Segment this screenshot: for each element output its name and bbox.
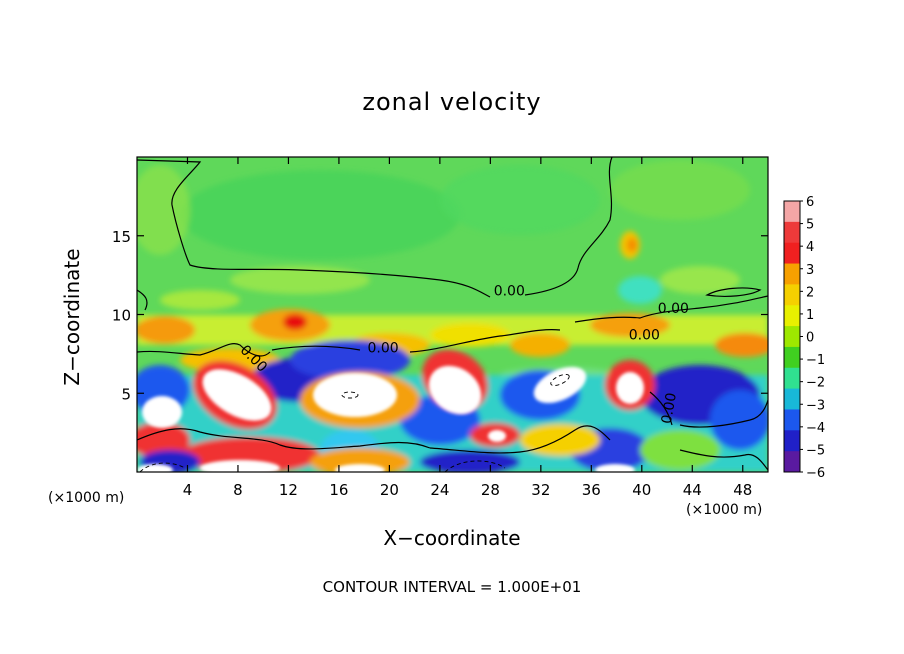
x-tick-label: 12 (279, 481, 298, 499)
heatmap-field: 0.000.000.000.000.000.00 (137, 157, 768, 472)
colorbar-swatch (784, 430, 800, 452)
colorbar-tick-label: 6 (806, 195, 814, 210)
x-tick-label: 48 (733, 481, 752, 499)
colorbar-tick-label: 5 (806, 218, 814, 233)
colorbar-swatch (784, 326, 800, 348)
x-tick-label: 24 (430, 481, 449, 499)
x-tick-label: 8 (233, 481, 243, 499)
x-tick-label: 28 (481, 481, 500, 499)
colorbar: 6 5 4 3 2 1 0 −1 −2 −3 −4 −5 −6 (783, 195, 825, 481)
y-tick-label: 15 (112, 228, 131, 246)
contour-label: 0.00 (368, 340, 399, 356)
x-tick-label: 4 (183, 481, 193, 499)
colorbar-tick-label: 3 (806, 263, 814, 278)
contour-interval-note: CONTOUR INTERVAL = 1.000E+01 (322, 578, 582, 596)
x-units-right: (×1000 m) (686, 502, 763, 518)
y-tick-label: 10 (112, 307, 131, 325)
colorbar-swatch (784, 284, 800, 306)
contour-label: 0.00 (659, 392, 680, 425)
colorbar-swatch (784, 367, 800, 390)
colorbar-tick-label: 2 (806, 285, 814, 300)
colorbar-tick-label: −4 (806, 421, 825, 436)
x-tick-label: 32 (531, 481, 550, 499)
x-units-left: (×1000 m) (48, 490, 125, 506)
colorbar-swatch (784, 263, 800, 285)
x-axis-ticks: 4 8 12 16 20 24 28 32 36 40 44 48 (183, 157, 752, 499)
y-tick-label: 5 (121, 385, 131, 403)
colorbar-tick-label: −2 (806, 376, 825, 391)
zero-contours (137, 157, 768, 471)
colorbar-tick-label: 1 (806, 308, 814, 323)
contour-label: 0.00 (494, 284, 525, 300)
chart-title: zonal velocity (362, 88, 542, 116)
colorbar-swatch (784, 221, 800, 244)
colorbar-swatch (784, 451, 800, 473)
colorbar-tick-label: −5 (806, 443, 825, 458)
x-tick-label: 36 (582, 481, 601, 499)
saturated-lobes (137, 365, 644, 472)
colorbar-swatch (784, 242, 800, 265)
y-axis-ticks: 5 10 15 (112, 228, 768, 403)
x-tick-label: 16 (329, 481, 348, 499)
colorbar-tick-label: −1 (806, 353, 825, 368)
colorbar-swatch (784, 201, 800, 223)
colorbar-tick-label: 4 (806, 240, 814, 255)
contour-label: 0.00 (629, 328, 660, 344)
colorbar-tick-label: −6 (806, 466, 825, 481)
colorbar-swatch (784, 388, 800, 410)
x-tick-label: 44 (683, 481, 702, 499)
contour-label: 0.00 (658, 301, 689, 317)
x-axis-label: X−coordinate (383, 526, 521, 550)
negative-contours (139, 373, 570, 472)
colorbar-swatch (784, 346, 800, 369)
x-tick-label: 40 (632, 481, 651, 499)
x-tick-label: 20 (380, 481, 399, 499)
colorbar-swatch (784, 305, 800, 327)
colorbar-tick-label: −3 (806, 398, 825, 413)
colorbar-swatch (784, 409, 800, 431)
field-blobs (137, 160, 768, 472)
colorbar-tick-label: 0 (806, 331, 814, 346)
